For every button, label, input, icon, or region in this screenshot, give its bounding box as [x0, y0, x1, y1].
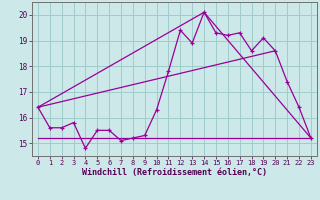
X-axis label: Windchill (Refroidissement éolien,°C): Windchill (Refroidissement éolien,°C) [82, 168, 267, 177]
